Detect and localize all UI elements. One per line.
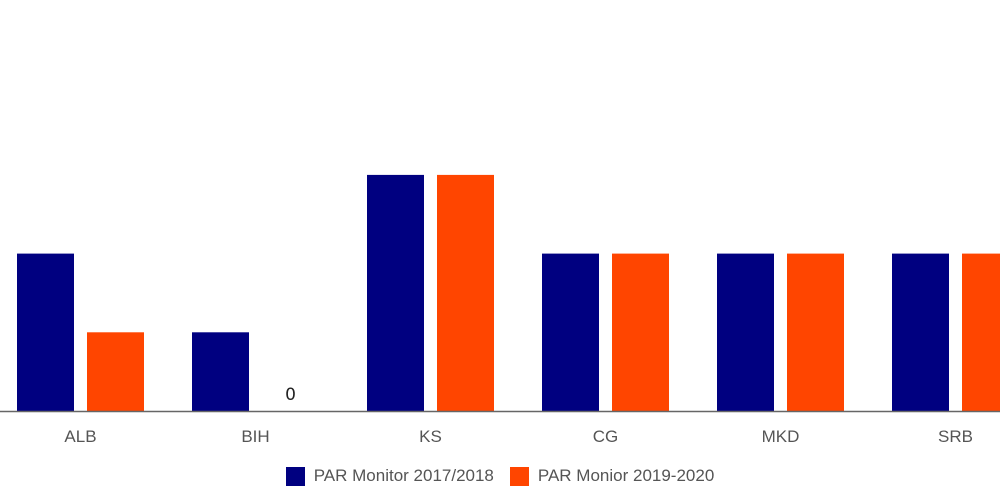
bar-srb-series-1 [892, 253, 949, 411]
legend-swatch-series-1 [285, 466, 305, 486]
x-tick-label-mkd: MKD [762, 427, 800, 446]
x-tick-label-alb: ALB [64, 427, 96, 446]
x-tick-label-cg: CG [593, 427, 619, 446]
bar-mkd-series-2 [787, 253, 844, 411]
data-label-bih-series-2: 0 [285, 385, 296, 405]
legend-label-series-2: PAR Monior 2019-2020 [537, 466, 715, 485]
bars-group [17, 174, 1000, 411]
x-tick-label-srb: SRB [938, 427, 973, 446]
bar-alb-series-1 [17, 253, 74, 411]
bar-ks-series-2 [437, 174, 494, 411]
data-labels: 0 [285, 385, 296, 405]
legend-swatch-series-2 [509, 466, 529, 486]
bar-chart-plot: ALB BIH KS CG MKD SRB 0 [0, 174, 1000, 446]
legend-label-series-1: PAR Monitor 2017/2018 [313, 466, 494, 485]
legend: PAR Monitor 2017/2018 PAR Monior 2019-20… [0, 466, 1000, 486]
bar-bih-series-1 [192, 332, 249, 411]
x-tick-label-bih: BIH [241, 427, 269, 446]
legend-item-series-2[interactable]: PAR Monior 2019-2020 [509, 466, 715, 486]
x-tick-label-ks: KS [419, 427, 442, 446]
legend-item-series-1[interactable]: PAR Monitor 2017/2018 [285, 466, 494, 486]
bar-ks-series-1 [367, 174, 424, 411]
bar-alb-series-2 [87, 332, 144, 411]
bar-cg-series-2 [612, 253, 669, 411]
x-tick-labels: ALB BIH KS CG MKD SRB [64, 427, 973, 446]
bar-srb-series-2 [962, 253, 1000, 411]
bar-cg-series-1 [542, 253, 599, 411]
bar-mkd-series-1 [717, 253, 774, 411]
